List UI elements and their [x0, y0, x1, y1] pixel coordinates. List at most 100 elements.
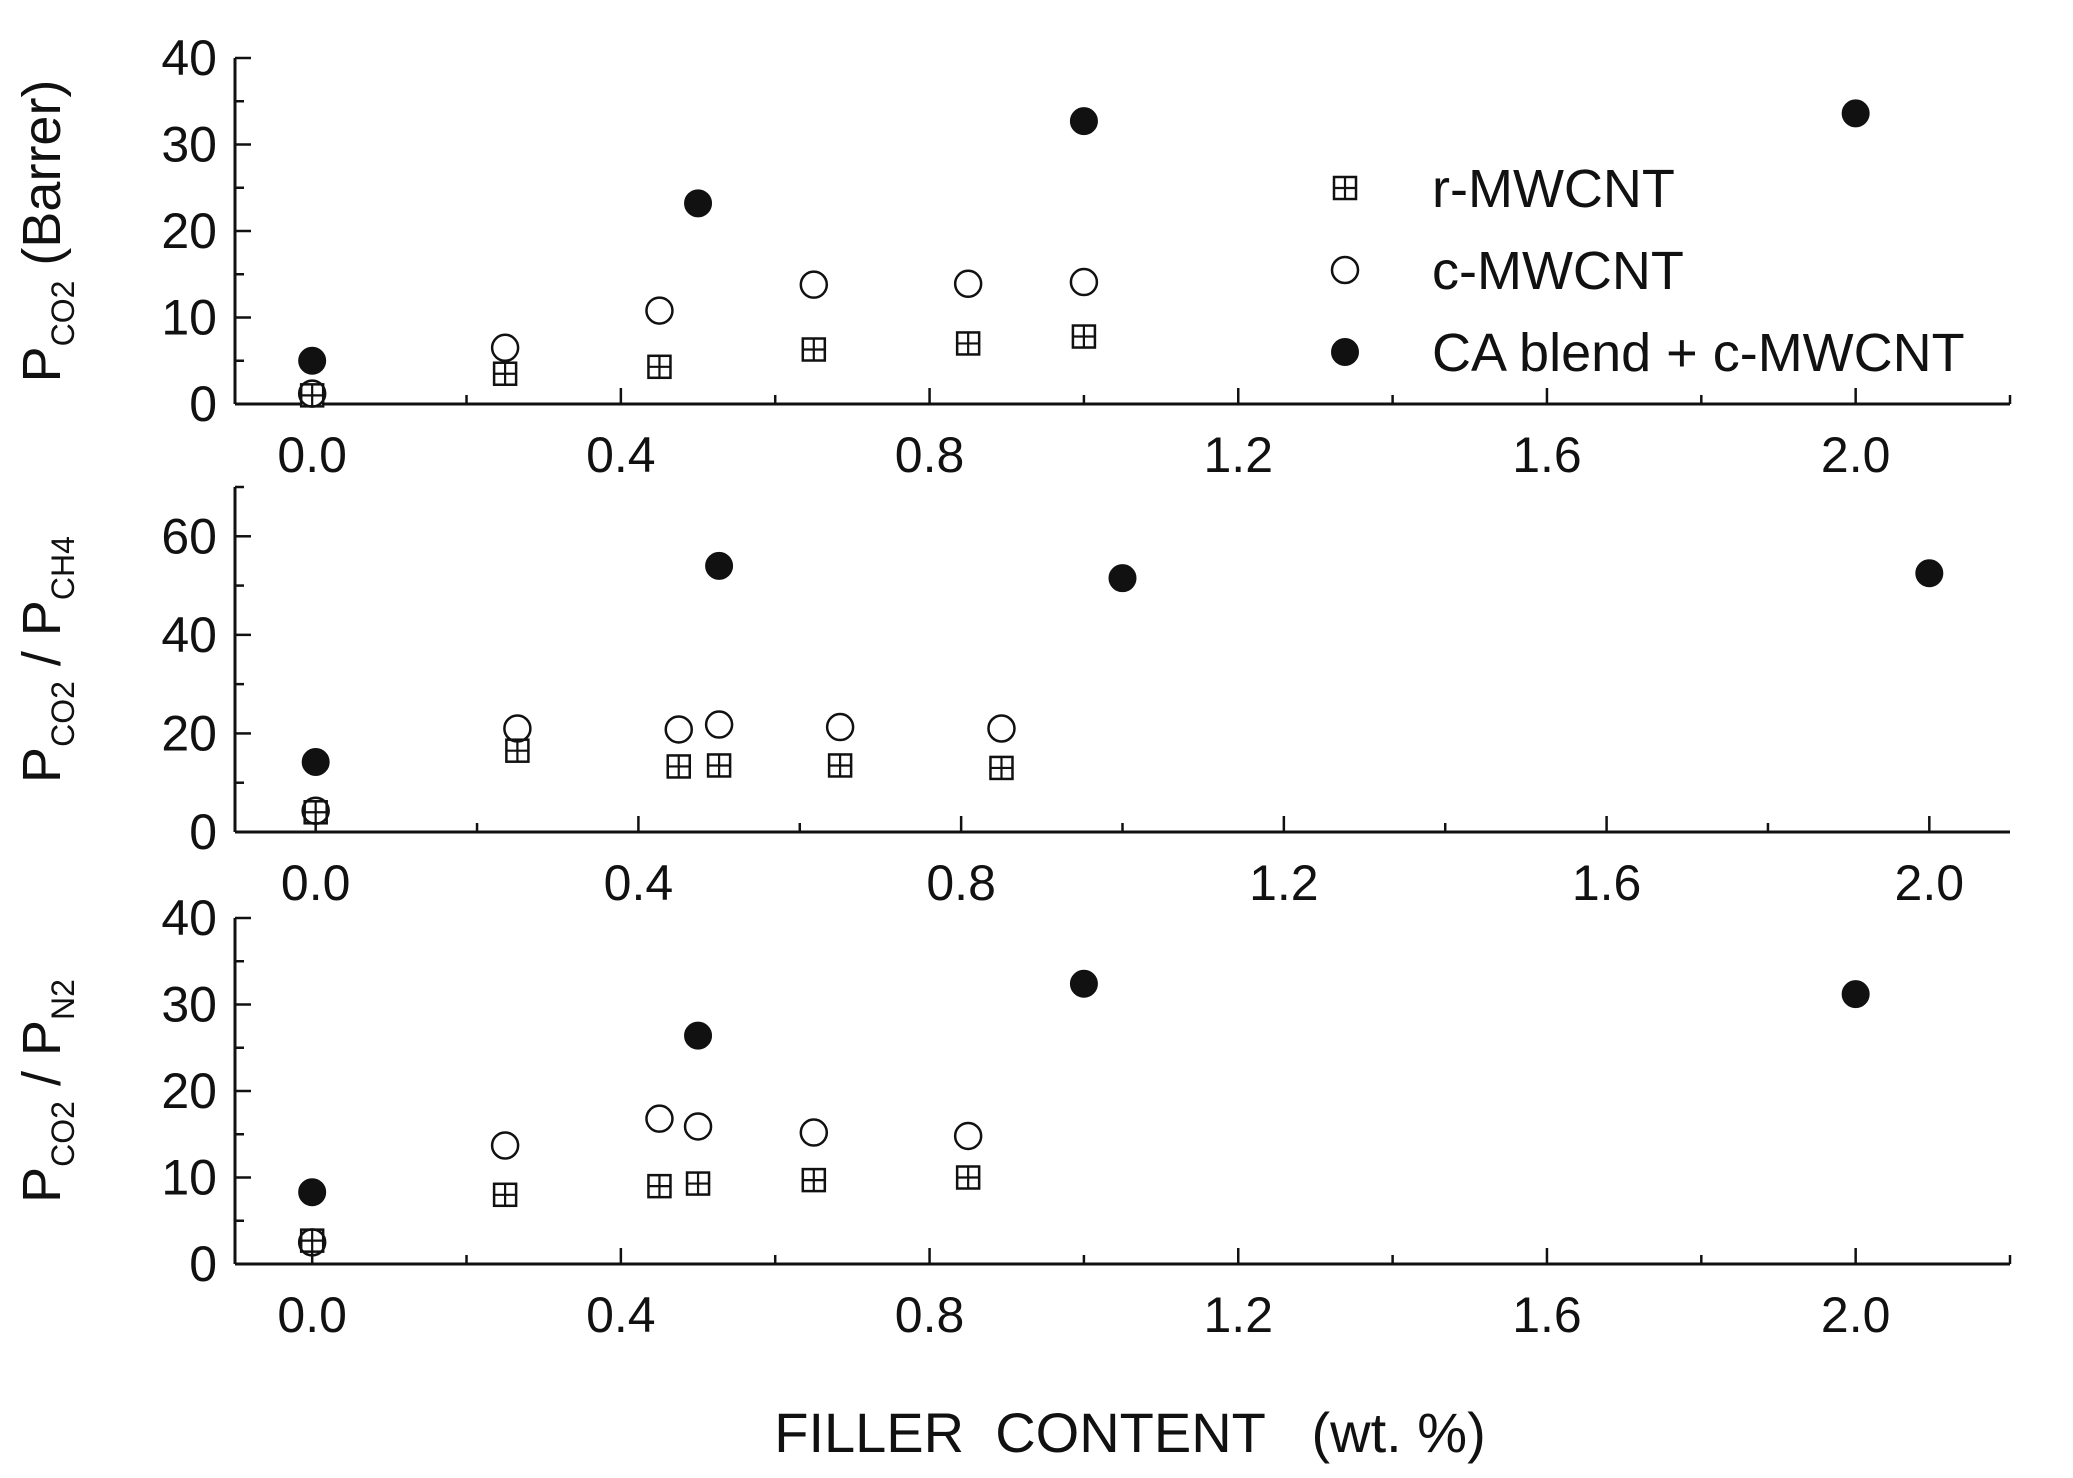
- data-point: [492, 1182, 518, 1208]
- data-point: [301, 748, 330, 777]
- data-point: [685, 1171, 711, 1196]
- data-point: [303, 800, 328, 825]
- data-point: [1841, 980, 1870, 1009]
- data-point: [987, 714, 1016, 743]
- legend-marker: [1330, 255, 1360, 285]
- data-point: [684, 189, 713, 218]
- y-tick-label: 10: [161, 290, 217, 346]
- data-point: [953, 269, 983, 299]
- y-tick-label: 10: [161, 1150, 217, 1206]
- series-ca-blend-c-mwcnt: [298, 99, 1870, 375]
- y-tick-label: 60: [161, 508, 217, 564]
- y-tick-label: 40: [161, 30, 217, 86]
- y-tick-label: 0: [189, 1236, 217, 1292]
- legend-marker: [1331, 338, 1359, 366]
- data-point: [683, 1112, 713, 1141]
- y-tick-label: 0: [189, 804, 217, 860]
- data-point: [492, 361, 518, 386]
- series-r-mwcnt: [303, 738, 1014, 825]
- x-tick-label: 0.8: [895, 427, 965, 483]
- x-tick-label: 0.4: [586, 427, 656, 483]
- data-point: [801, 337, 827, 362]
- x-axis-label: FILLER CONTENT (wt. %): [774, 1401, 1485, 1464]
- series-r-mwcnt: [299, 1165, 981, 1253]
- data-point: [647, 1173, 672, 1199]
- y-tick-label: 20: [161, 203, 217, 259]
- data-point: [299, 383, 325, 408]
- x-tick-label: 1.2: [1204, 427, 1274, 483]
- y-tick-label: 20: [161, 1063, 217, 1119]
- x-tick-label: 1.6: [1572, 855, 1642, 911]
- y-axis-label: PCO2 / PN2: [12, 979, 81, 1203]
- y-tick-label: 0: [189, 376, 217, 432]
- data-point: [666, 754, 691, 779]
- data-point: [503, 714, 532, 743]
- y-tick-label: 20: [161, 705, 217, 761]
- data-point: [505, 738, 530, 763]
- data-point: [1071, 324, 1097, 349]
- data-point: [825, 712, 855, 742]
- x-tick-label: 1.2: [1204, 1287, 1274, 1343]
- y-axis-label: PCO2 / PCH4: [12, 536, 81, 783]
- x-tick-label: 2.0: [1895, 855, 1965, 911]
- data-point: [827, 753, 853, 778]
- y-tick-label: 30: [161, 117, 217, 173]
- panel-co2-ch4-selectivity: 0.0 0.4 0.8 1.2 1.6 2.0 0 20 40 60 PCO2 / PCH4: [12, 485, 2010, 911]
- data-point: [490, 1131, 520, 1160]
- data-point: [989, 755, 1014, 781]
- legend-marker: [1332, 175, 1358, 201]
- x-tick-label: 2.0: [1821, 1287, 1891, 1343]
- legend-label: c-MWCNT: [1432, 241, 1684, 301]
- series-r-mwcnt: [299, 324, 1097, 408]
- data-point: [684, 1021, 713, 1050]
- data-point: [297, 1228, 327, 1257]
- series-c-mwcnt: [297, 1104, 983, 1257]
- data-point: [645, 296, 674, 325]
- data-point: [799, 270, 829, 299]
- y-axis-label: PCO2 (Barrer): [12, 80, 81, 383]
- x-tick-label: 1.2: [1249, 855, 1319, 911]
- y-tick-label: 40: [161, 890, 217, 946]
- data-point: [645, 1104, 674, 1133]
- data-point: [1108, 564, 1137, 593]
- x-tick-label: 0.0: [281, 855, 351, 911]
- series-ca-blend-c-mwcnt: [298, 969, 1870, 1207]
- data-point: [1069, 267, 1099, 297]
- data-point: [801, 1167, 827, 1193]
- data-point: [704, 710, 734, 739]
- series-ca-blend-c-mwcnt: [301, 551, 1944, 777]
- series-c-mwcnt: [301, 710, 1016, 826]
- x-tick-label: 2.0: [1821, 427, 1891, 483]
- data-point: [297, 379, 327, 408]
- panel-co2-permeability: 0.0 0.4 0.8 1.2 1.6 2.0 0 10 20 30 40 PCO2 (Barrer): [12, 30, 2012, 483]
- panel-co2-n2-selectivity: 0.0 0.4 0.8 1.2 1.6 2.0 0 10 20 30 40 PCO2 / PN2: [12, 890, 2012, 1343]
- legend: r-MWCNT c-MWCNT CA blend + c-MWCNT: [1330, 159, 1965, 383]
- y-tick-label: 40: [161, 607, 217, 663]
- x-tick-label: 0.4: [604, 855, 674, 911]
- data-point: [298, 346, 327, 375]
- data-point: [1069, 107, 1098, 136]
- data-point: [705, 551, 734, 580]
- x-tick-label: 0.4: [586, 1287, 656, 1343]
- x-tick-label: 0.0: [277, 427, 347, 483]
- data-point: [1841, 99, 1870, 128]
- data-point: [1069, 969, 1098, 998]
- data-point: [298, 1178, 327, 1207]
- data-point: [706, 753, 732, 778]
- x-tick-label: 0.0: [277, 1287, 347, 1343]
- legend-label: CA blend + c-MWCNT: [1432, 323, 1965, 383]
- data-point: [301, 796, 330, 826]
- data-point: [955, 1165, 981, 1190]
- data-point: [664, 715, 693, 744]
- series-c-mwcnt: [297, 267, 1099, 408]
- x-tick-label: 1.6: [1512, 1287, 1582, 1343]
- data-point: [490, 333, 520, 363]
- data-point: [1915, 559, 1944, 588]
- data-point: [647, 354, 672, 380]
- data-point: [955, 331, 981, 356]
- data-point: [799, 1118, 829, 1147]
- x-tick-label: 1.6: [1512, 427, 1582, 483]
- x-tick-label: 0.8: [895, 1287, 965, 1343]
- y-tick-label: 30: [161, 977, 217, 1033]
